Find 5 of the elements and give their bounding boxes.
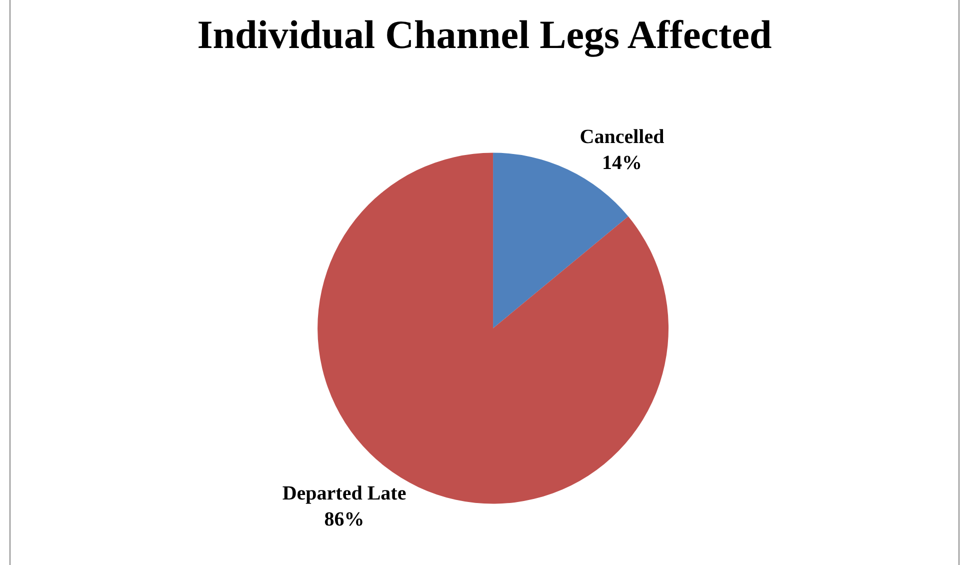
slice-label: Departed Late xyxy=(282,482,406,505)
slice-label: Cancelled xyxy=(580,126,664,148)
data-label: 14% xyxy=(602,152,642,174)
chart-title: Individual Channel Legs Affected xyxy=(197,12,772,57)
data-label: 86% xyxy=(324,508,364,531)
